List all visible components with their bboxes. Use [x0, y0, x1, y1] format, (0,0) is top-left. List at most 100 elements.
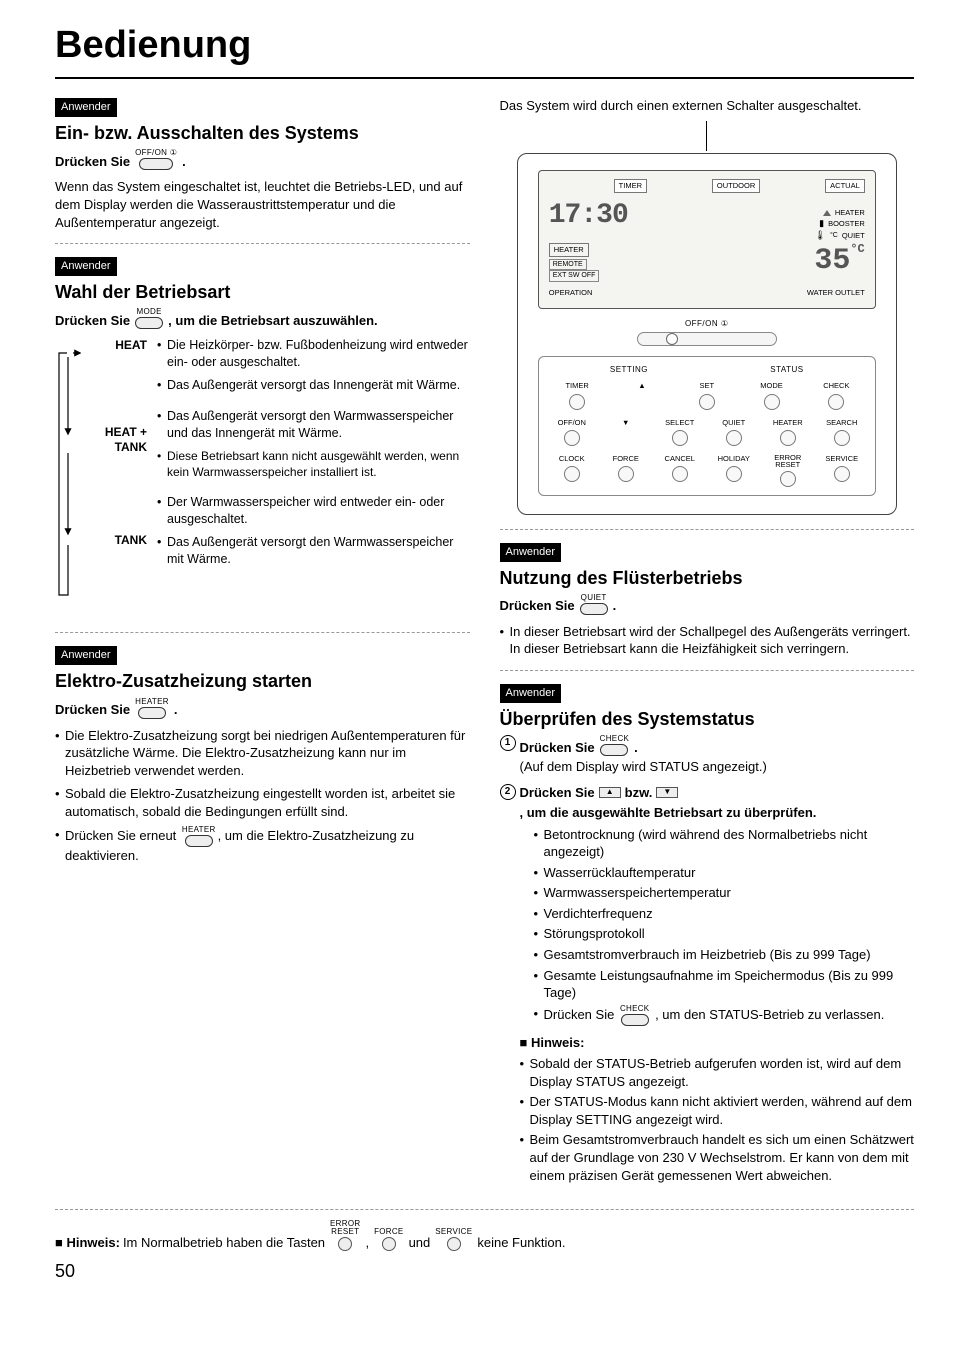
step-2-num: 2 [500, 784, 516, 800]
status-i3: Warmwasserspeichertemperatur [534, 884, 915, 902]
bottom-mid1: , [365, 1234, 369, 1252]
anwender-tag: Anwender [500, 543, 562, 562]
sec2-press: Drücken Sie MODE , um die Betriebsart au… [55, 308, 470, 329]
press-suffix: . [613, 597, 617, 615]
status-header: STATUS [770, 365, 803, 376]
quiet-button[interactable] [726, 430, 742, 446]
check-button-icon: CHECK [600, 735, 630, 756]
timer-button[interactable] [569, 394, 585, 410]
press-text: Drücken Sie [55, 153, 130, 171]
section-quiet: Anwender Nutzung des Flüsterbetriebs Drü… [500, 542, 915, 658]
quiet-button-icon: QUIET [580, 594, 608, 615]
offon-button[interactable] [564, 430, 580, 446]
hinweis-3: Beim Gesamtstromverbrauch handelt es sic… [520, 1131, 915, 1184]
off-on-label: OFF/ON ① [538, 319, 876, 330]
set-btn-label: SET [699, 381, 714, 391]
error-reset-btn-label: ERROR RESET [765, 454, 811, 469]
anwender-tag: Anwender [55, 257, 117, 276]
hinweis-label: Hinweis: [520, 1034, 915, 1052]
separator-full [55, 1209, 914, 1210]
step-1: 1 Drücken Sie CHECK . (Auf dem Display w… [500, 735, 915, 776]
setting-header: SETTING [610, 365, 648, 376]
section-power: Anwender Ein- bzw. Ausschalten des Syste… [55, 97, 470, 231]
error-reset-button[interactable] [780, 471, 796, 487]
down-arrow-icon: ▼ [656, 787, 678, 798]
sec1-press: Drücken Sie OFF/ON ① . [55, 149, 470, 170]
control-grid: SETTING STATUS TIMER ▲ SET MODE CHECK OF… [538, 356, 876, 496]
press-text: Drücken Sie [55, 701, 130, 719]
service-icon: SERVICE [435, 1228, 472, 1251]
mode-heat-label: HEAT [91, 337, 147, 353]
mode-button-icon: MODE [135, 308, 163, 329]
clock-btn-label: CLOCK [559, 454, 585, 464]
step-2: 2 Drücken Sie ▲ bzw. ▼ , um die ausgewäh… [500, 784, 915, 1187]
page-number: 50 [55, 1259, 914, 1283]
separator [55, 243, 470, 244]
service-btn-label: SERVICE [825, 454, 858, 464]
check-button[interactable] [828, 394, 844, 410]
bottom-note: Hinweis: Im Normalbetrieb haben die Tast… [55, 1220, 914, 1251]
mode-descriptions: Die Heizkörper- bzw. Fußbodenheizung wir… [157, 337, 470, 620]
booster-ind: BOOSTER [828, 219, 865, 229]
bottom-mid2: und [409, 1234, 431, 1252]
sec3-b2: Sobald die Elektro-Zusatzheizung eingest… [55, 785, 470, 820]
mode-heattank-label: HEAT + TANK [91, 425, 147, 454]
two-columns: Anwender Ein- bzw. Ausschalten des Syste… [55, 97, 914, 1191]
clock-button[interactable] [564, 466, 580, 482]
hinweis-2: Der STATUS-Modus kann nicht aktiviert we… [520, 1093, 915, 1128]
status-i6: Gesamtstromverbrauch im Heizbetrieb (Bis… [534, 946, 915, 964]
press-text: Drücken Sie [55, 312, 130, 330]
select-button[interactable] [672, 430, 688, 446]
check-button-icon: CHECK [620, 1005, 650, 1026]
set-button[interactable] [699, 394, 715, 410]
timer-indicator: TIMER [614, 179, 647, 193]
water-outlet-label: WATER OUTLET [807, 288, 865, 298]
section-heater: Anwender Elektro-Zusatzheizung starten D… [55, 645, 470, 864]
cancel-btn-label: CANCEL [665, 454, 695, 464]
outdoor-indicator: OUTDOOR [712, 179, 760, 193]
status-i2: Wasserrücklauftemperatur [534, 864, 915, 882]
lcd-display: TIMER OUTDOOR ACTUAL 17:30 HEATER REMOTE [538, 170, 876, 309]
mode-tank-label: TANK [91, 532, 147, 548]
actual-indicator: ACTUAL [825, 179, 865, 193]
status-exit: Drücken Sie CHECK , um den STATUS-Betrie… [534, 1005, 915, 1026]
timer-btn-label: TIMER [565, 381, 588, 391]
mode-btn-label: MODE [760, 381, 783, 391]
status-i7: Gesamte Leistungsaufnahme im Speichermod… [534, 967, 915, 1002]
sec5-title: Überprüfen des Systemstatus [500, 707, 915, 731]
press-suffix: . [182, 153, 186, 171]
s2-mid: bzw. [625, 784, 653, 802]
lcd-time: 17:30 [549, 197, 805, 235]
left-column: Anwender Ein- bzw. Ausschalten des Syste… [55, 97, 470, 1191]
status-i5: Störungsprotokoll [534, 925, 915, 943]
force-button[interactable] [618, 466, 634, 482]
offon-btn-label: OFF/ON [558, 418, 586, 428]
heat-b2: Das Außengerät versorgt das Innengerät m… [157, 377, 470, 394]
down-button[interactable] [618, 430, 634, 442]
heater-btn-label: HEATER [773, 418, 803, 428]
mode-button[interactable] [764, 394, 780, 410]
up-arrow-icon: ▲ [599, 787, 621, 798]
up-button[interactable] [634, 394, 650, 406]
error-reset-icon: ERROR RESET [330, 1220, 360, 1251]
cancel-button[interactable] [672, 466, 688, 482]
separator [500, 529, 915, 530]
anwender-tag: Anwender [55, 646, 117, 665]
section-status: Anwender Überprüfen des Systemstatus 1 D… [500, 683, 915, 1187]
search-button[interactable] [834, 430, 850, 446]
heater-ind: HEATER [835, 208, 865, 218]
step-1-num: 1 [500, 735, 516, 751]
holiday-btn-label: HOLIDAY [718, 454, 750, 464]
lcd-heater-box: HEATER [549, 243, 589, 257]
sec1-title: Ein- bzw. Ausschalten des Systems [55, 121, 470, 145]
bottom-pre: Im Normalbetrieb haben die Tasten [123, 1234, 325, 1252]
holiday-button[interactable] [726, 466, 742, 482]
mode-cycle-arrow [55, 337, 81, 620]
press-text: Drücken Sie [500, 597, 575, 615]
status-i4: Verdichterfrequenz [534, 905, 915, 923]
sec4-title: Nutzung des Flüsterbetriebs [500, 566, 915, 590]
heattank-b2: Diese Betriebsart kann nicht ausgewählt … [157, 448, 470, 480]
remote-caption: Das System wird durch einen externen Sch… [500, 97, 915, 115]
service-button[interactable] [834, 466, 850, 482]
heater-button[interactable] [780, 430, 796, 446]
